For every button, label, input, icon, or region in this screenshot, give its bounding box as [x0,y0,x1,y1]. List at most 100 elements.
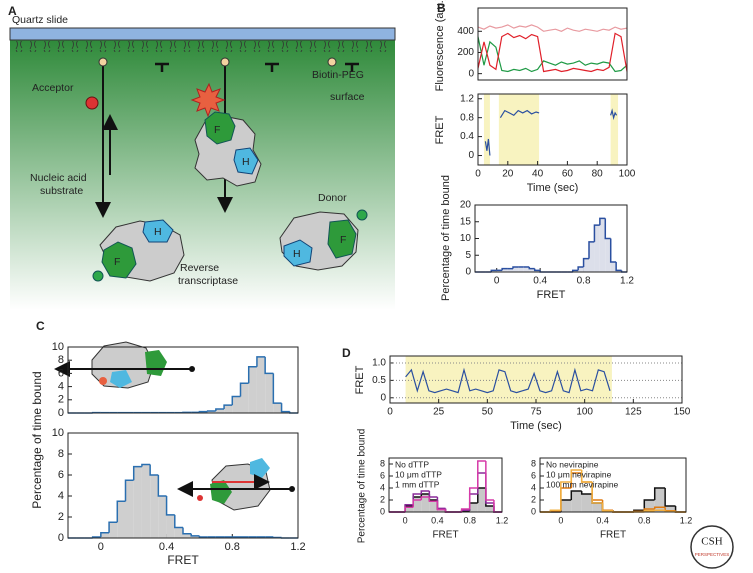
y-tick-label: 10 [52,427,64,439]
histogram-step [580,470,593,483]
histogram-step [501,267,508,271]
histogram-step [591,494,603,504]
histogram-step [601,500,613,511]
substrate-label: Nucleic acid [30,172,87,184]
y-tick-label: 0 [468,68,474,79]
histogram-bar [174,527,183,538]
biotin [327,57,337,67]
histogram-bar [594,225,600,272]
histogram-bar [158,496,167,538]
x-tick-label: 1.2 [290,541,305,553]
streptavidin [155,62,359,72]
histogram-step [485,461,494,501]
histogram-step [653,506,666,509]
histogram-step [582,257,589,267]
histogram-step [609,238,617,263]
histogram-step [215,408,225,412]
data-line [477,36,628,73]
biotin [98,57,108,67]
y-tick-label: 2 [58,511,64,523]
histogram-step [420,490,430,494]
histogram-bar [578,266,584,272]
histogram-bar [437,509,446,512]
y-axis-label: Percentage of time bound [30,371,44,508]
donor-label: Donor [318,192,347,204]
x-tick-label: 0.4 [431,515,444,525]
x-tick-label: 1.2 [680,515,693,525]
histogram-step [615,261,622,272]
histogram-bar [654,488,666,512]
acceptor-label: Acceptor [32,82,74,94]
y-tick-label: 8 [58,448,64,460]
biotin [220,57,230,67]
histogram-step [477,460,486,488]
y-tick-label: 2 [380,494,385,504]
acceptor-dye [85,96,99,110]
histogram-bar [191,535,200,538]
histogram-bar [248,366,257,413]
x-tick-label: 50 [482,407,494,418]
y-tick-label: 4 [380,482,385,492]
x-tick-label: 150 [674,407,691,418]
histogram-bar [100,532,110,538]
y-axis-label: FRET [354,365,366,394]
shaded-region [405,356,612,403]
y-tick-label: 0.8 [460,112,474,123]
y-tick-label: 2 [531,494,536,504]
histogram-bar [183,533,192,538]
histogram-bar [469,503,478,512]
surface-label: surface [330,91,365,103]
histogram-bar [477,488,486,512]
y-tick-label: 0.4 [460,131,474,142]
histogram-step [157,475,167,497]
histogram-bar [256,356,266,413]
f-label: F [340,234,346,246]
panel-label: C [36,319,45,333]
x-tick-label: 0.8 [577,276,591,287]
y-tick-label: 400 [457,26,474,37]
histogram-bar [421,494,430,512]
histogram-step [599,217,606,226]
y-tick-label: 6 [58,367,64,379]
histogram-step [468,487,478,509]
histogram-step [493,506,502,513]
x-tick-label: 20 [502,169,514,180]
x-tick-label: 0 [558,515,563,525]
histogram-bar [513,266,519,272]
plot-frame [477,7,628,81]
x-tick-label: 0.8 [638,515,651,525]
y-tick-label: 15 [460,216,472,227]
histogram-step [577,266,584,271]
x-tick-label: 0 [98,541,104,553]
x-tick-label: 0 [494,276,500,287]
shaded-region [610,94,619,165]
histogram-step [280,403,290,413]
histogram-bar [529,268,535,272]
x-tick-label: 0.8 [463,515,476,525]
f-label: F [114,256,120,268]
histogram-step [100,532,110,537]
histogram-bar [485,506,494,512]
histogram-step [528,266,535,270]
histogram-bar [207,411,216,413]
plot-frame [389,355,683,404]
histogram-bar [502,268,508,272]
histogram-step [420,496,430,500]
diagram: Quartz slide Acceptor Biotin-PEG surface… [9,14,396,310]
histogram-step [601,503,613,512]
histogram-step [272,536,282,539]
data-line [405,367,611,394]
f-subunit [204,111,236,145]
panel-label: D [342,346,351,360]
x-tick-label: 25 [433,407,445,418]
x-axis-label: FRET [167,553,199,567]
histogram-step [664,488,676,507]
x-axis-label: Time (sec) [510,420,562,432]
histogram-bar [413,497,422,512]
y-tick-label: 10 [52,341,64,353]
x-tick-label: 0.4 [596,515,609,525]
histogram-bar [240,383,249,413]
logo-subtitle: PERSPECTIVES [695,552,730,557]
x-axis-label: FRET [537,289,566,301]
